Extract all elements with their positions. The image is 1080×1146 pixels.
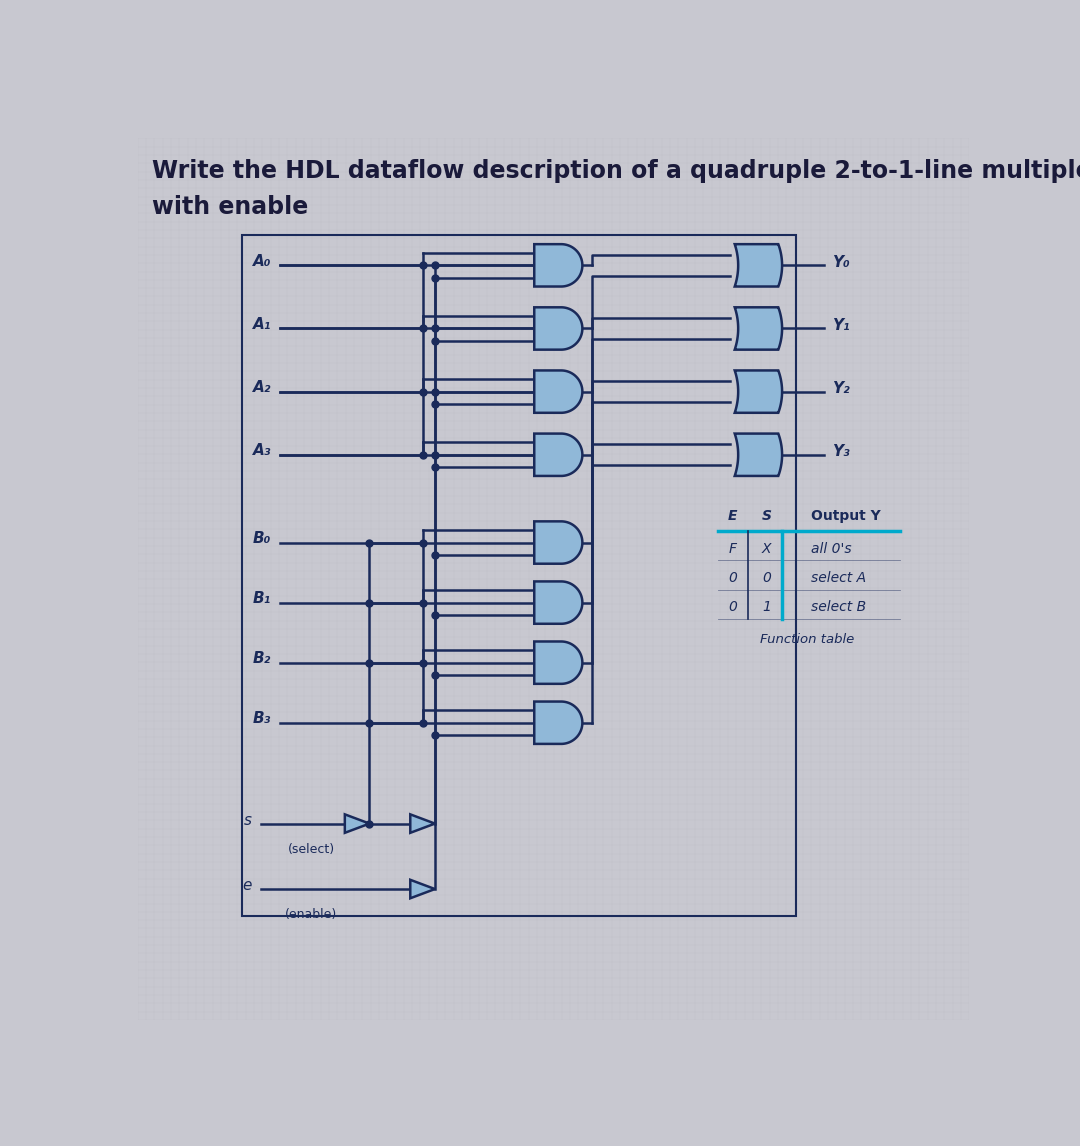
- Text: B₁: B₁: [253, 591, 271, 606]
- Text: Y₃: Y₃: [832, 445, 850, 460]
- Text: with enable: with enable: [151, 195, 308, 219]
- Text: Write the HDL dataflow description of a quadruple 2-to-1-line multiplexer: Write the HDL dataflow description of a …: [151, 159, 1080, 183]
- Text: Y₂: Y₂: [832, 380, 850, 397]
- Text: B₃: B₃: [253, 712, 271, 727]
- Polygon shape: [734, 307, 782, 350]
- Polygon shape: [734, 244, 782, 286]
- Text: select B: select B: [811, 601, 866, 614]
- Text: e: e: [242, 879, 252, 894]
- Polygon shape: [410, 880, 435, 898]
- Polygon shape: [535, 642, 582, 684]
- Polygon shape: [535, 521, 582, 564]
- Text: Function table: Function table: [760, 633, 854, 645]
- Polygon shape: [535, 581, 582, 623]
- Text: A₂: A₂: [253, 380, 271, 395]
- Polygon shape: [734, 433, 782, 476]
- Polygon shape: [535, 307, 582, 350]
- Polygon shape: [535, 701, 582, 744]
- Text: (enable): (enable): [285, 909, 337, 921]
- Text: Output Y: Output Y: [811, 509, 881, 523]
- Polygon shape: [410, 815, 435, 833]
- Polygon shape: [734, 370, 782, 413]
- Text: E: E: [728, 509, 738, 523]
- Polygon shape: [535, 370, 582, 413]
- Polygon shape: [535, 433, 582, 476]
- Text: 1: 1: [762, 601, 771, 614]
- Text: all 0's: all 0's: [811, 542, 852, 556]
- Text: B₂: B₂: [253, 651, 271, 666]
- Text: F: F: [729, 542, 737, 556]
- Text: (select): (select): [287, 842, 335, 856]
- Bar: [242, 235, 796, 916]
- Text: S: S: [761, 509, 772, 523]
- Polygon shape: [345, 815, 369, 833]
- Text: X: X: [762, 542, 771, 556]
- Text: s: s: [244, 813, 252, 829]
- Text: A₁: A₁: [253, 317, 271, 332]
- Text: select A: select A: [811, 571, 866, 584]
- Text: 0: 0: [729, 571, 738, 584]
- Polygon shape: [535, 244, 582, 286]
- Text: 0: 0: [729, 601, 738, 614]
- Text: A₀: A₀: [253, 254, 271, 269]
- Text: A₃: A₃: [253, 444, 271, 458]
- Text: 0: 0: [762, 571, 771, 584]
- Text: Y₁: Y₁: [832, 317, 850, 332]
- Text: Y₀: Y₀: [832, 254, 850, 269]
- Text: B₀: B₀: [253, 532, 271, 547]
